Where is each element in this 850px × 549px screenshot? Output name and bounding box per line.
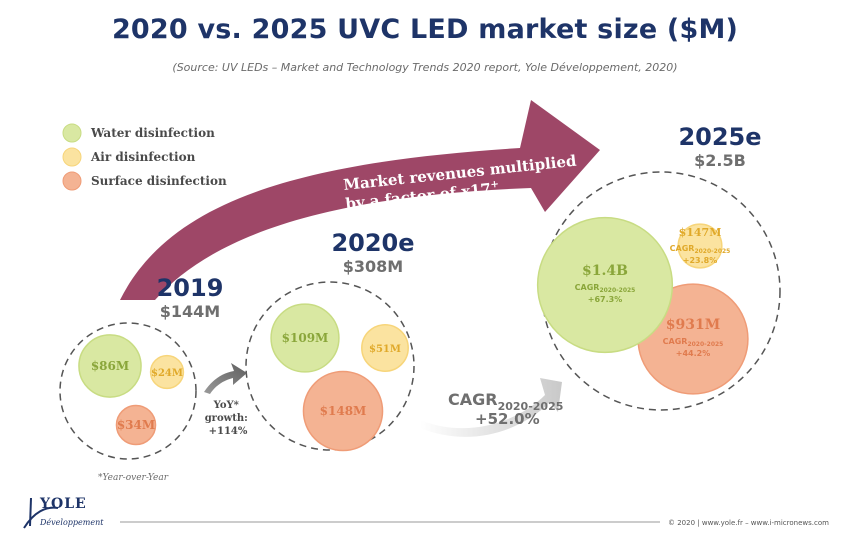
total-2025e: $2.5B (694, 151, 746, 170)
legend: Water disinfection Air disinfection Surfac… (62, 123, 227, 191)
bubble-2020e-surface (302, 370, 384, 452)
bubble-cagr-label-air: CAGR2020-2025 (670, 244, 731, 255)
group-2020e-boundary (245, 281, 415, 451)
bubble-label-2020e-water: $109M (282, 331, 329, 345)
year-2025e: 2025e (678, 123, 761, 151)
legend-label-surface: Surface disinfection (91, 174, 227, 188)
bubble-label-2019-water: $86M (91, 359, 129, 373)
legend-swatch-air (62, 147, 82, 167)
svg-text:YoY* growth: +114%: YoY* growth: +114% (205, 400, 252, 437)
total-2020e: $308M (343, 257, 403, 276)
legend-label-water: Water disinfection (90, 126, 215, 140)
cagr-arrow (420, 378, 562, 437)
legend-label-air: Air disinfection (90, 150, 196, 164)
yoy-line2: growth: (205, 413, 248, 424)
group-2019-boundary (59, 322, 197, 460)
chart-title: 2020 vs. 2025 UVC LED market size ($M) (111, 14, 739, 45)
bubble-2020e-air (361, 324, 409, 372)
bubble-label-2025e-air: $147M (679, 226, 722, 239)
year-2019: 2019 (157, 274, 224, 302)
bubble-2019-surface (115, 404, 157, 446)
bubble-2019-water (78, 334, 142, 398)
arrow-text-sup: + (490, 179, 499, 191)
bubble-label-2020e-surface: $148M (320, 404, 367, 418)
yoy-line3: +114% (209, 426, 248, 437)
bubble-label-2019-air: $24M (151, 368, 183, 379)
bubble-2025e-air (677, 223, 723, 269)
bubble-2019-air (149, 354, 185, 390)
yoy-arrow (204, 363, 247, 394)
bubble-cagr-value-water: +67.3% (588, 295, 622, 304)
legend-swatch-surface (62, 171, 82, 191)
logo-name: YOLE (39, 496, 87, 512)
bubble-cagr-value-surface: +44.2% (676, 349, 710, 358)
bubble-label-2019-surface: $34M (117, 418, 155, 432)
bubble-2020e-water (270, 303, 340, 373)
logo-tagline: Développement (39, 518, 104, 527)
yoy-line1: YoY* (213, 400, 240, 411)
bubble-label-2020e-air: $51M (369, 344, 401, 355)
cagr-label: CAGR (448, 390, 498, 409)
legend-swatch-water (62, 123, 82, 143)
bubble-cagr-label-water: CAGR2020-2025 (575, 283, 636, 294)
bubble-label-2025e-water: $1.4B (582, 263, 628, 279)
chart-subtitle: (Source: UV LEDs – Market and Technology… (172, 61, 678, 74)
cagr-value: +52.0% (475, 410, 540, 428)
svg-text:CAGR2020-2025: CAGR2020-2025 (448, 390, 563, 413)
bubble-cagr-label-surface: CAGR2020-2025 (663, 337, 724, 348)
total-2019: $144M (160, 302, 220, 321)
bubble-label-2025e-surface: $931M (666, 317, 720, 333)
growth-arrow (120, 100, 600, 300)
footer-copyright: © 2020 | www.yole.fr – www.i-micronews.c… (668, 519, 829, 527)
bubbles: $86M $24M $34M $109M $51M $148M $1.4B CAGR2020-… (78, 216, 749, 452)
bubble-2025e-water (536, 216, 674, 354)
bubble-cagr-value-air: +23.8% (683, 256, 717, 265)
footnote: *Year-over-Year (98, 473, 169, 483)
yole-logo: YOLE Développement (23, 496, 104, 529)
cagr-label-sub: 2020-2025 (498, 400, 564, 413)
year-2020e: 2020e (331, 229, 414, 257)
